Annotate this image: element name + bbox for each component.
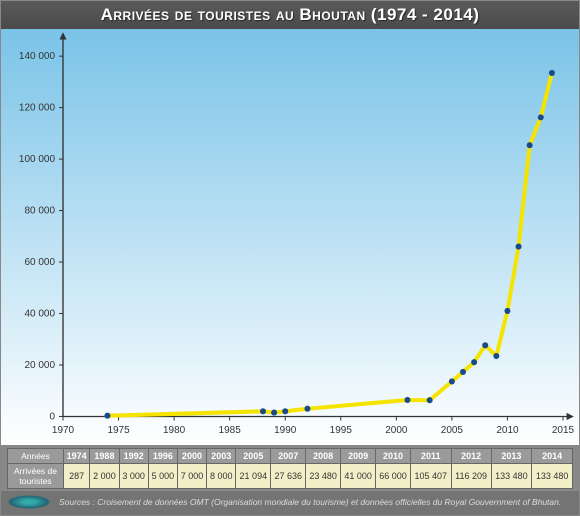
svg-text:2005: 2005	[441, 425, 464, 436]
svg-text:20 000: 20 000	[24, 360, 55, 371]
table-year-cell: 2007	[271, 449, 306, 464]
svg-text:120 000: 120 000	[19, 103, 55, 114]
table-value-cell: 27 636	[271, 464, 306, 489]
figure-footer: Sources : Croisement de données OMT (Org…	[1, 491, 579, 515]
table-value-cell: 23 480	[306, 464, 341, 489]
svg-text:140 000: 140 000	[19, 51, 55, 62]
svg-text:2015: 2015	[552, 425, 575, 436]
table-value-cell: 133 480	[532, 464, 573, 489]
table-year-cell: 2009	[341, 449, 376, 464]
table-value-cell: 7 000	[177, 464, 206, 489]
table-year-cell: 2012	[451, 449, 491, 464]
source-logo-icon	[7, 495, 51, 509]
table-value-cell: 21 094	[236, 464, 271, 489]
table-year-cell: 2013	[491, 449, 532, 464]
svg-text:100 000: 100 000	[19, 154, 55, 165]
svg-text:40 000: 40 000	[24, 308, 55, 319]
table-value-cell: 105 407	[410, 464, 451, 489]
svg-text:1985: 1985	[219, 425, 242, 436]
chart-title: Arrivées de touristes au Bhoutan (1974 -…	[1, 1, 579, 29]
table-value-cell: 41 000	[341, 464, 376, 489]
table-year-cell: 1996	[148, 449, 177, 464]
table-year-cell: 2000	[177, 449, 206, 464]
svg-text:2010: 2010	[496, 425, 519, 436]
figure-container: Arrivées de touristes au Bhoutan (1974 -…	[0, 0, 580, 516]
svg-text:1975: 1975	[107, 425, 130, 436]
table-value-cell: 5 000	[148, 464, 177, 489]
table-year-cell: 2005	[236, 449, 271, 464]
table-year-cell: 2010	[376, 449, 411, 464]
table-year-cell: 1992	[119, 449, 148, 464]
line-chart-svg: 0 20 000 40 000 60 000 80 000 100 000 120 000 1…	[1, 29, 579, 445]
row-header-values: Arrivées de touristes	[8, 464, 64, 489]
table-year-cell: 2003	[207, 449, 236, 464]
svg-text:1990: 1990	[274, 425, 297, 436]
svg-text:0: 0	[49, 411, 55, 422]
table-value-cell: 2 000	[90, 464, 119, 489]
table-year-cell: 1988	[90, 449, 119, 464]
table-value-cell: 116 209	[451, 464, 491, 489]
data-table: Années 197419881992199620002003200520072…	[7, 448, 573, 489]
table-value-cell: 3 000	[119, 464, 148, 489]
table-year-cell: 2008	[306, 449, 341, 464]
table-value-cell: 66 000	[376, 464, 411, 489]
table-value-cell: 8 000	[207, 464, 236, 489]
svg-text:1995: 1995	[330, 425, 353, 436]
table-year-cell: 1974	[64, 449, 90, 464]
sources-text: Sources : Croisement de données OMT (Org…	[59, 497, 561, 507]
row-header-years: Années	[8, 449, 64, 464]
table-row-values: Arrivées de touristes 2872 0003 0005 000…	[8, 464, 573, 489]
data-table-area: Années 197419881992199620002003200520072…	[1, 446, 579, 491]
table-year-cell: 2011	[410, 449, 451, 464]
svg-text:80 000: 80 000	[24, 206, 55, 217]
svg-text:1980: 1980	[163, 425, 186, 436]
table-value-cell: 287	[64, 464, 90, 489]
svg-text:2000: 2000	[385, 425, 408, 436]
table-value-cell: 133 480	[491, 464, 532, 489]
svg-text:1970: 1970	[52, 425, 75, 436]
table-year-cell: 2014	[532, 449, 573, 464]
chart-area: 0 20 000 40 000 60 000 80 000 100 000 120 000 1…	[1, 29, 579, 446]
svg-text:60 000: 60 000	[24, 257, 55, 268]
table-row-years: Années 197419881992199620002003200520072…	[8, 449, 573, 464]
